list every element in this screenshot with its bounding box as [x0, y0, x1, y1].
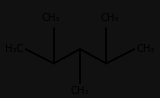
Text: CH₃: CH₃	[71, 86, 89, 96]
Text: H₃C: H₃C	[5, 44, 23, 54]
Text: CH₃: CH₃	[100, 13, 119, 23]
Text: CH₃: CH₃	[137, 44, 155, 54]
Text: CH₃: CH₃	[41, 13, 60, 23]
